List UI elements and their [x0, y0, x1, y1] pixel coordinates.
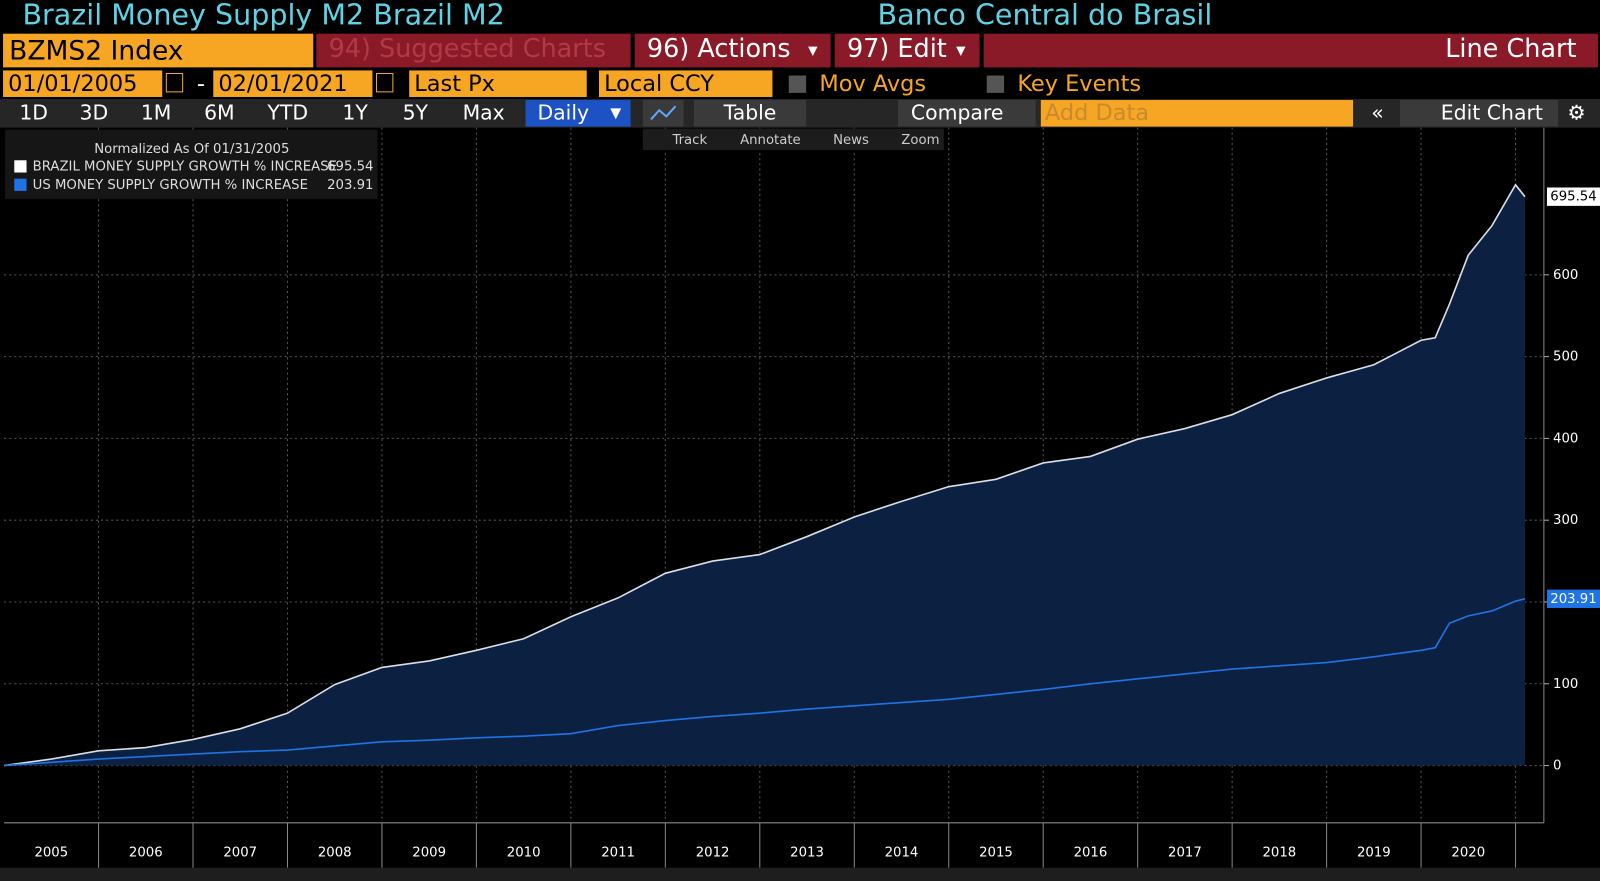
chart-type-bar[interactable] — [983, 33, 1598, 68]
x-tick-label: 2009 — [412, 845, 446, 860]
calendar-icon[interactable] — [376, 72, 394, 93]
checkbox[interactable] — [986, 75, 1005, 93]
field-select[interactable] — [409, 70, 587, 97]
x-tick-label: 2012 — [696, 845, 730, 860]
table[interactable]: Table — [723, 100, 777, 124]
series-line — [3, 183, 1526, 767]
settings-icon[interactable]: ⚙ — [1567, 100, 1585, 124]
edit[interactable]: 97) Edit — [847, 34, 947, 64]
dropdown-arrow: ▼ — [610, 105, 621, 121]
ticker-box[interactable] — [3, 33, 314, 68]
period-button[interactable]: 5Y — [403, 100, 429, 124]
end-date-field[interactable] — [213, 70, 373, 97]
mov-avgs[interactable]: Mov Avgs — [819, 71, 926, 97]
calendar-icon[interactable] — [165, 72, 184, 93]
last-value-box — [1546, 187, 1600, 206]
chart-tool[interactable]: Annotate — [740, 133, 801, 148]
legend-label: US MONEY SUPPLY GROWTH % INCREASE — [33, 178, 308, 193]
chart-subtitle: Normalized As Of 01/31/2005 — [94, 142, 289, 157]
x-tick-label: 2014 — [885, 845, 919, 860]
x-tick-label: 2005 — [34, 845, 68, 860]
chart-tool[interactable]: Zoom — [901, 133, 939, 148]
edit-button[interactable] — [834, 33, 980, 68]
suggested-button[interactable] — [316, 33, 631, 68]
frequency-button[interactable] — [525, 100, 631, 127]
x-tick-label: 2006 — [129, 845, 163, 860]
actions-button[interactable] — [634, 33, 831, 68]
x-tick-label: 2015 — [979, 845, 1013, 860]
y-tick-label: 0 — [1553, 759, 1561, 774]
legend-label: BRAZIL MONEY SUPPLY GROWTH % INCREASE — [33, 159, 337, 174]
edit-chart-button[interactable] — [1400, 100, 1559, 127]
add-data[interactable]: Add Data — [1045, 100, 1149, 126]
x-tick-label: 2017 — [1168, 845, 1202, 860]
frequency[interactable]: Daily — [537, 100, 589, 124]
status-bar — [0, 867, 1600, 881]
field[interactable]: Last Px — [414, 71, 495, 97]
last-value-label: 203.91 — [1550, 592, 1596, 607]
checkbox[interactable] — [788, 75, 807, 93]
actions[interactable]: 96) Actions — [647, 34, 791, 64]
x-tick-label: 2013 — [790, 845, 824, 860]
period-button[interactable]: 1M — [141, 100, 172, 124]
suggested-charts[interactable]: 94) Suggested Charts — [329, 34, 606, 64]
legend-value: 203.91 — [327, 178, 373, 193]
legend-swatch — [14, 178, 27, 191]
chart-tool[interactable]: News — [833, 133, 869, 148]
collapse-icon[interactable]: « — [1371, 100, 1383, 124]
table-button[interactable] — [693, 100, 807, 127]
period-button[interactable]: 6M — [204, 100, 235, 124]
x-tick-label: 2010 — [507, 845, 541, 860]
key-events[interactable]: Key Events — [1017, 71, 1141, 97]
period-button[interactable]: 3D — [80, 100, 109, 124]
start-date-field[interactable] — [3, 70, 163, 97]
series-line — [4, 597, 1526, 767]
x-tick-label: 2016 — [1074, 845, 1108, 860]
chart-icon — [650, 105, 677, 121]
x-tick-label: 2008 — [318, 845, 352, 860]
legend-box — [5, 129, 378, 200]
dropdown-arrow: ▼ — [956, 44, 966, 58]
security-title: Brazil Money Supply M2 Brazil M2 — [22, 0, 504, 31]
x-tick-label: 2020 — [1451, 845, 1485, 860]
x-tick-label: 2007 — [223, 845, 257, 860]
add-data-field[interactable] — [1040, 100, 1354, 127]
edit-chart[interactable]: Edit Chart — [1441, 100, 1543, 124]
last-value-label: 695.54 — [1550, 190, 1596, 205]
chart-tool[interactable]: Track — [671, 133, 707, 148]
chart-tools — [642, 128, 944, 151]
period-button[interactable]: Max — [463, 100, 505, 124]
ticker[interactable]: BZMS2 Index — [9, 36, 183, 67]
series-area — [4, 184, 1525, 766]
data-source: Banco Central do Brasil — [878, 0, 1213, 31]
dropdown-arrow: ▼ — [808, 44, 818, 58]
date-separator: - — [197, 71, 205, 97]
currency-select[interactable] — [598, 70, 773, 97]
x-tick-label: 2018 — [1263, 845, 1297, 860]
legend-value: 695.54 — [327, 159, 373, 174]
end-date[interactable]: 02/01/2021 — [218, 71, 347, 97]
period-button[interactable]: 1Y — [342, 100, 368, 124]
x-tick-label: 2019 — [1357, 845, 1391, 860]
last-value-box — [1546, 589, 1600, 608]
compare[interactable]: Compare — [911, 100, 1004, 124]
chart-type[interactable]: Line Chart — [1445, 34, 1576, 64]
y-tick-label: 600 — [1553, 268, 1578, 283]
start-date[interactable]: 01/01/2005 — [8, 71, 137, 97]
y-tick-label: 300 — [1553, 513, 1578, 528]
x-tick-label: 2011 — [601, 845, 635, 860]
y-tick-label: 100 — [1553, 677, 1578, 692]
legend-swatch — [14, 160, 27, 173]
currency[interactable]: Local CCY — [604, 71, 714, 97]
period-button[interactable]: YTD — [266, 100, 308, 124]
y-tick-label: 400 — [1553, 431, 1578, 446]
compare-button[interactable] — [897, 100, 1036, 127]
period-button[interactable]: 1D — [19, 100, 48, 124]
y-tick-label: 500 — [1553, 350, 1578, 365]
